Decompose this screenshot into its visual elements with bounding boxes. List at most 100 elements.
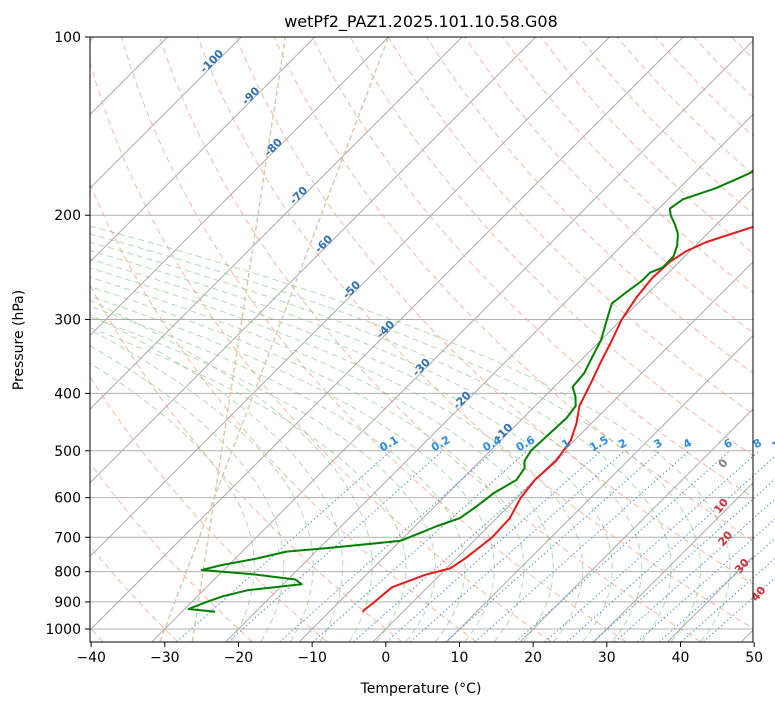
dry-adiabat xyxy=(90,182,477,642)
x-axis: −40 −30 −20 −10 0 10 20 30 40 50 xyxy=(76,642,763,666)
isotherm-label: -80 xyxy=(262,135,285,158)
isotherm-line xyxy=(151,40,753,642)
moist-adiabat-label: 0 xyxy=(716,456,731,470)
moist-adiabat xyxy=(90,299,373,642)
moist-adiabat xyxy=(90,295,495,642)
dry-adiabat xyxy=(273,37,753,542)
y-axis: 100 200 300 400 500 600 700 800 900 1000 xyxy=(45,30,90,638)
mixing-ratio-label: 3 xyxy=(651,436,664,451)
x-tick-label: 40 xyxy=(672,650,690,666)
isotherm-line xyxy=(225,113,753,642)
isotherm-label: -40 xyxy=(374,318,397,341)
dry-adiabat xyxy=(197,37,753,629)
grid-layer xyxy=(90,37,775,642)
isotherm-line xyxy=(90,37,316,263)
dry-adiabat xyxy=(235,37,753,585)
chart-title: wetPf2_PAZ1.2025.101.10.58.G08 xyxy=(284,12,558,32)
moist-adiabat xyxy=(90,267,584,642)
isotherm-label: -50 xyxy=(340,278,363,301)
y-tick-label: 300 xyxy=(54,312,81,328)
y-axis-label: Pressure (hPa) xyxy=(11,290,27,390)
isotherm-line xyxy=(372,261,753,642)
y-tick-label: 900 xyxy=(54,595,81,611)
moist-adiabat-label: 20 xyxy=(715,528,735,548)
moist-adiabat xyxy=(90,345,285,642)
y-tick-label: 100 xyxy=(54,30,81,46)
dewpoint-profile-line xyxy=(187,169,753,613)
x-axis-label: Temperature (°C) xyxy=(360,681,482,697)
moist-adiabat xyxy=(90,362,255,642)
mixing-ratio-label: 2 xyxy=(616,436,629,451)
dry-adiabat xyxy=(616,37,753,176)
x-tick-label: −20 xyxy=(224,650,254,666)
y-tick-label: 600 xyxy=(54,491,81,507)
reference-curve xyxy=(191,37,286,642)
moist-adiabat xyxy=(90,316,436,642)
y-tick-label: 500 xyxy=(54,444,81,460)
mixing-ratio-line xyxy=(658,537,775,643)
y-tick-label: 400 xyxy=(54,386,81,402)
moist-adiabat xyxy=(90,327,407,642)
isotherm-line xyxy=(299,187,753,642)
isotherm-line xyxy=(667,555,753,642)
x-tick-label: 0 xyxy=(381,650,390,666)
moist-adiabat-label: 40 xyxy=(749,584,769,604)
dry-adiabat xyxy=(770,37,775,642)
dry-adiabat xyxy=(578,37,753,215)
moist-adiabat xyxy=(90,305,466,642)
isotherm-line xyxy=(90,37,463,410)
isotherm-line xyxy=(741,629,753,642)
dry-adiabat xyxy=(121,37,626,642)
moist-adiabat xyxy=(90,329,314,642)
moist-adiabat xyxy=(90,233,702,642)
dry-adiabat xyxy=(464,37,753,334)
isotherm-line xyxy=(90,37,390,337)
isotherm-label: -70 xyxy=(287,184,310,207)
x-tick-label: 30 xyxy=(598,650,616,666)
dry-adiabat xyxy=(502,37,753,294)
isotherm-label: -60 xyxy=(312,232,335,255)
y-tick-label: 200 xyxy=(54,208,81,224)
series-layer xyxy=(187,169,753,613)
isotherm-label: -20 xyxy=(450,389,473,412)
y-tick-label: 800 xyxy=(54,565,81,581)
isotherm-line xyxy=(90,37,611,558)
isotherm-line xyxy=(446,334,753,642)
dry-adiabat xyxy=(311,37,753,499)
y-tick-label: 700 xyxy=(54,530,81,546)
plot-frame xyxy=(89,36,754,643)
isotherm-line xyxy=(90,37,684,631)
x-tick-label: −40 xyxy=(76,650,106,666)
moist-adiabat xyxy=(90,314,344,642)
mixing-ratio-label: 10 xyxy=(770,434,775,453)
dry-adiabat xyxy=(90,375,328,642)
x-tick-label: 50 xyxy=(745,650,763,666)
x-tick-label: 20 xyxy=(524,650,542,666)
moist-adiabat xyxy=(90,258,613,642)
dry-adiabat xyxy=(693,37,753,98)
isotherm-line xyxy=(593,482,753,642)
dry-adiabat xyxy=(159,37,701,642)
y-tick-label: 1000 xyxy=(45,622,81,638)
dry-adiabat xyxy=(90,60,552,642)
x-tick-label: 10 xyxy=(451,650,469,666)
mixing-ratio-label: 6 xyxy=(721,436,734,451)
isotherm-line xyxy=(520,408,753,642)
mixing-ratio-line xyxy=(702,577,775,643)
isotherm-label: -30 xyxy=(410,356,433,379)
moist-adiabat xyxy=(90,249,643,642)
x-tick-label: −10 xyxy=(297,650,327,666)
mixing-ratio-line xyxy=(592,478,775,643)
moist-adiabat xyxy=(90,241,672,642)
moist-adiabat xyxy=(90,286,525,642)
reference-curve xyxy=(159,37,390,642)
dry-adiabat xyxy=(90,462,253,642)
moist-adiabat-label: 10 xyxy=(711,496,731,516)
dry-adiabat xyxy=(654,37,753,137)
x-tick-label: −30 xyxy=(150,650,180,666)
dry-adiabat xyxy=(90,284,402,642)
moist-adiabat xyxy=(90,276,554,642)
moist-adiabat xyxy=(90,225,731,642)
isotherm-line xyxy=(90,37,242,189)
